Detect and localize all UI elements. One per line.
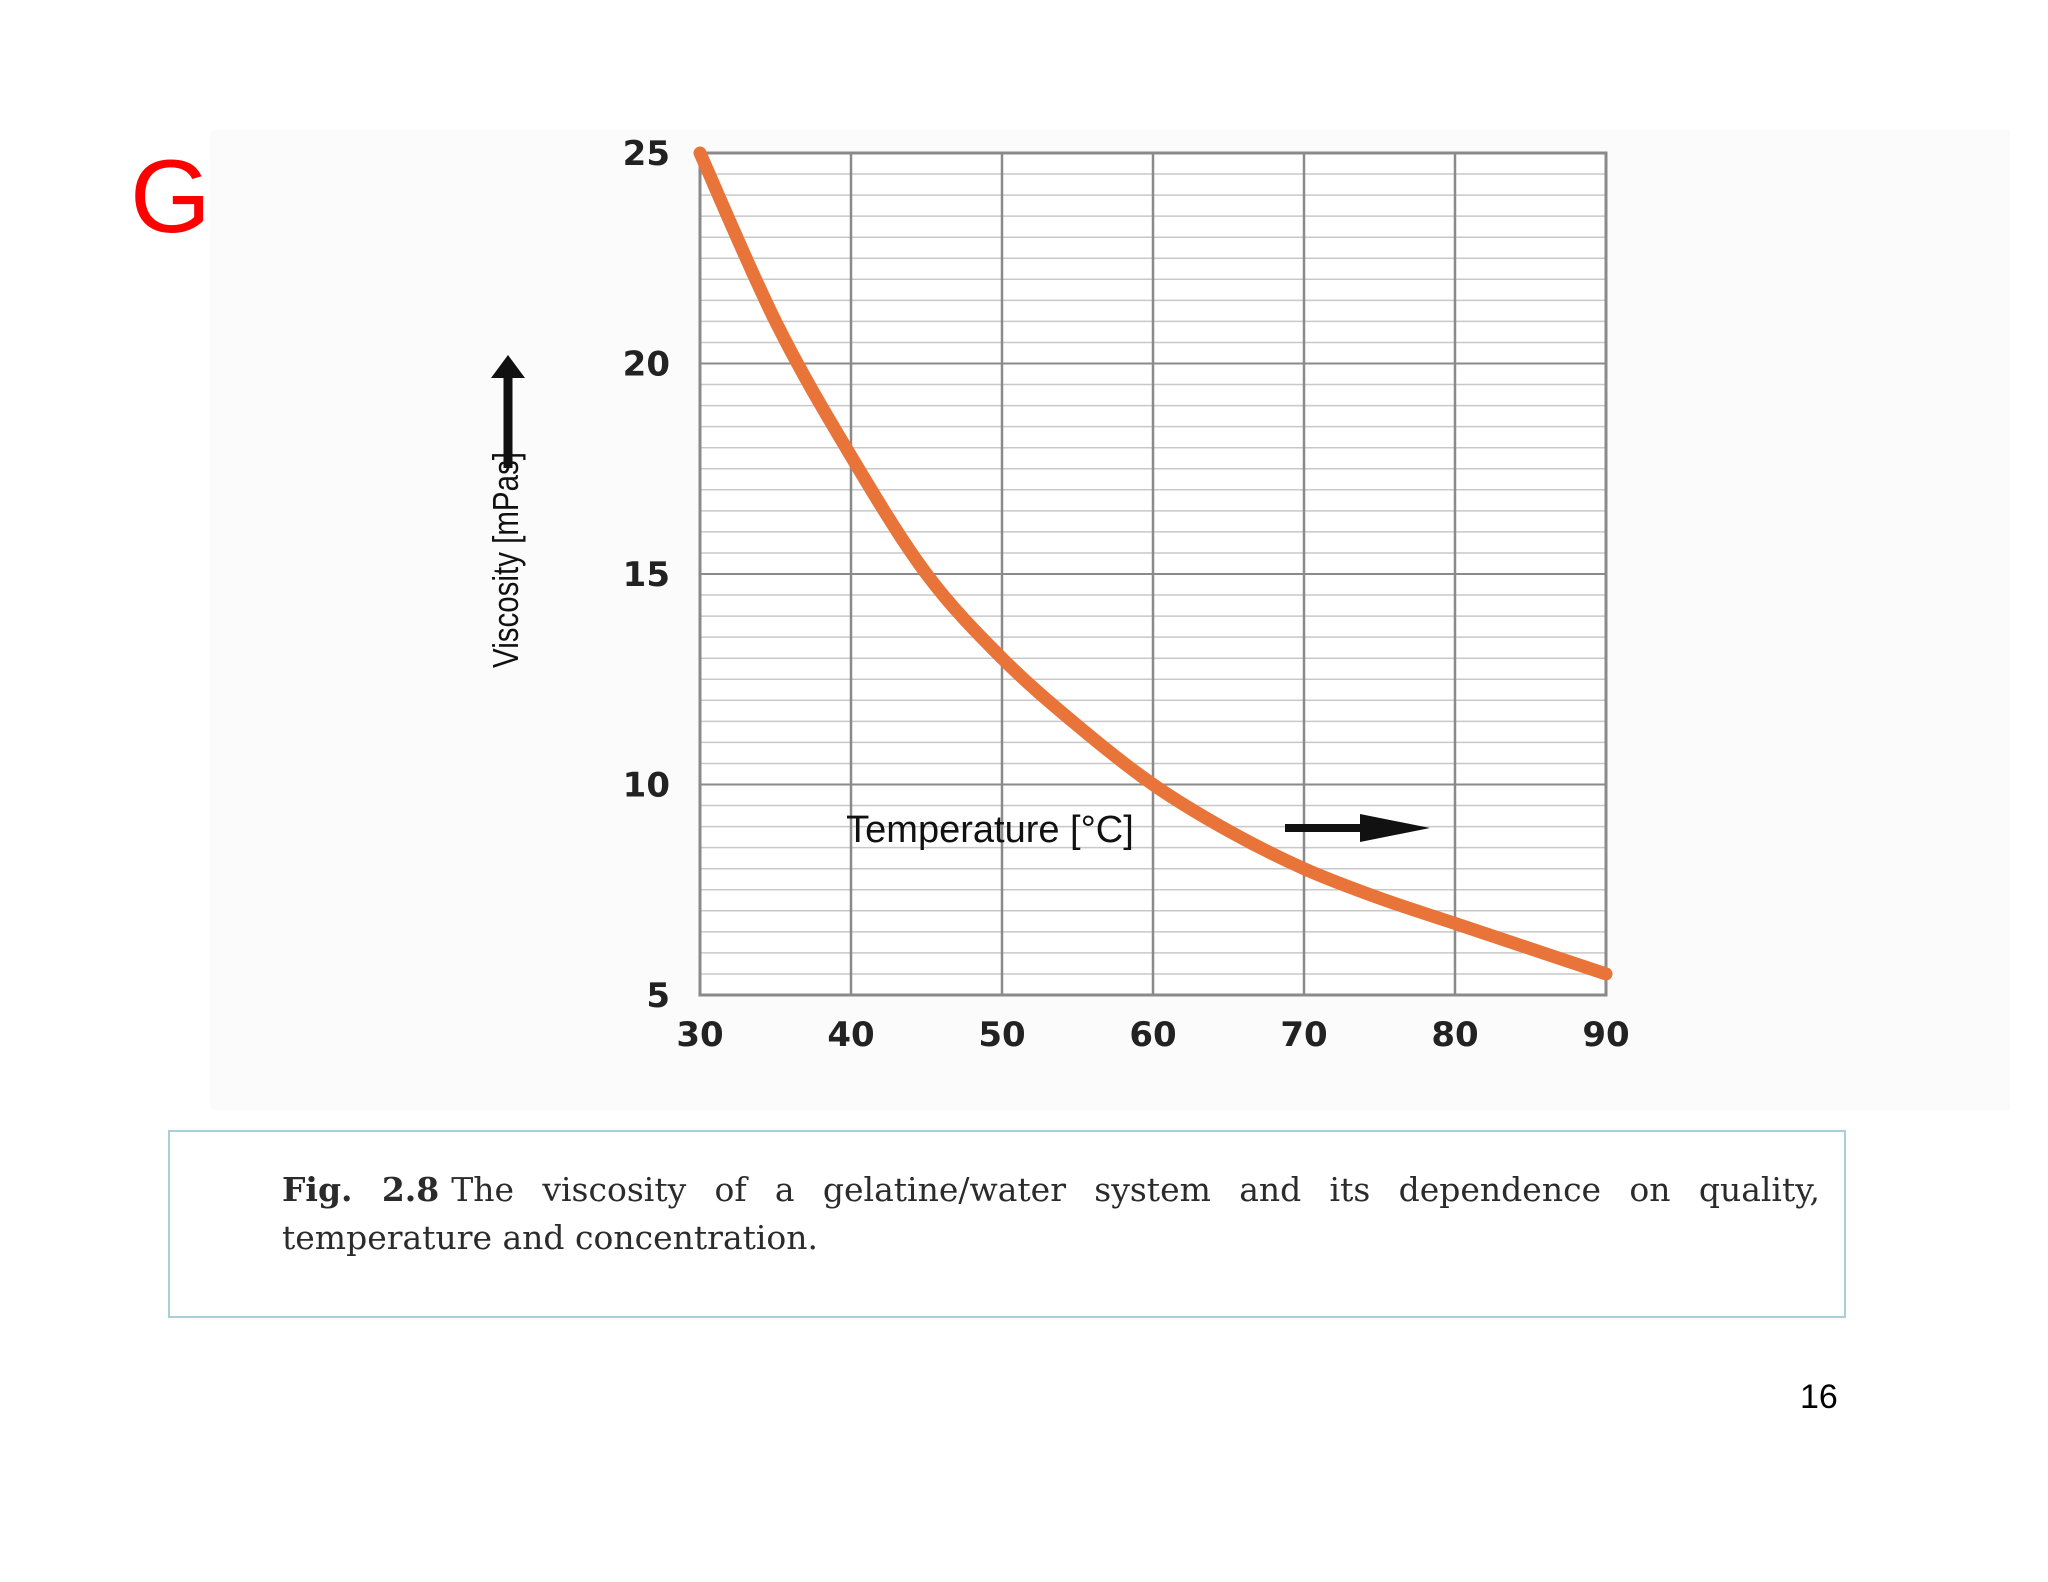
plot-frame xyxy=(698,151,1608,997)
x-axis-label: Temperature [°C] xyxy=(846,809,1134,851)
y-axis-arrow xyxy=(491,355,525,468)
x-tick-label: 30 xyxy=(676,1015,723,1055)
caption-body: The viscosity of a gelatine/water system… xyxy=(282,1170,1820,1257)
chart-panel: 5 10 15 20 25 30 40 50 60 70 80 90 Viscosity [mPas]… xyxy=(210,130,2010,1110)
x-tick-label: 50 xyxy=(978,1015,1025,1055)
figure-caption-box: Fig. 2.8 The viscosity of a gelatine/wate… xyxy=(168,1130,1846,1318)
x-tick-label: 70 xyxy=(1280,1015,1327,1055)
series-layer xyxy=(693,146,1613,981)
y-tick-label: 5 xyxy=(646,976,670,1016)
y-tick-label: 25 xyxy=(623,134,670,174)
x-tick-label: 40 xyxy=(827,1015,874,1055)
caption-figure-number: Fig. 2.8 xyxy=(282,1170,440,1209)
y-tick-label: 20 xyxy=(623,345,670,385)
tick-labels: 5 10 15 20 25 30 40 50 60 70 80 90 xyxy=(623,134,1630,1055)
viscosity-curve xyxy=(693,146,1613,981)
figure-caption: Fig. 2.8 The viscosity of a gelatine/wate… xyxy=(282,1166,1820,1262)
x-tick-label: 80 xyxy=(1431,1015,1478,1055)
viscosity-chart: 5 10 15 20 25 30 40 50 60 70 80 90 Viscosity [mPas]… xyxy=(485,134,1630,1055)
x-axis-arrow xyxy=(1285,814,1430,842)
y-tick-label: 15 xyxy=(623,555,670,595)
y-axis-label: Viscosity [mPas] xyxy=(485,452,525,668)
page-number: 16 xyxy=(1800,1378,1838,1416)
x-tick-label: 60 xyxy=(1129,1015,1176,1055)
grid xyxy=(698,151,1608,997)
y-tick-label: 10 xyxy=(623,766,670,806)
x-tick-label: 90 xyxy=(1582,1015,1629,1055)
